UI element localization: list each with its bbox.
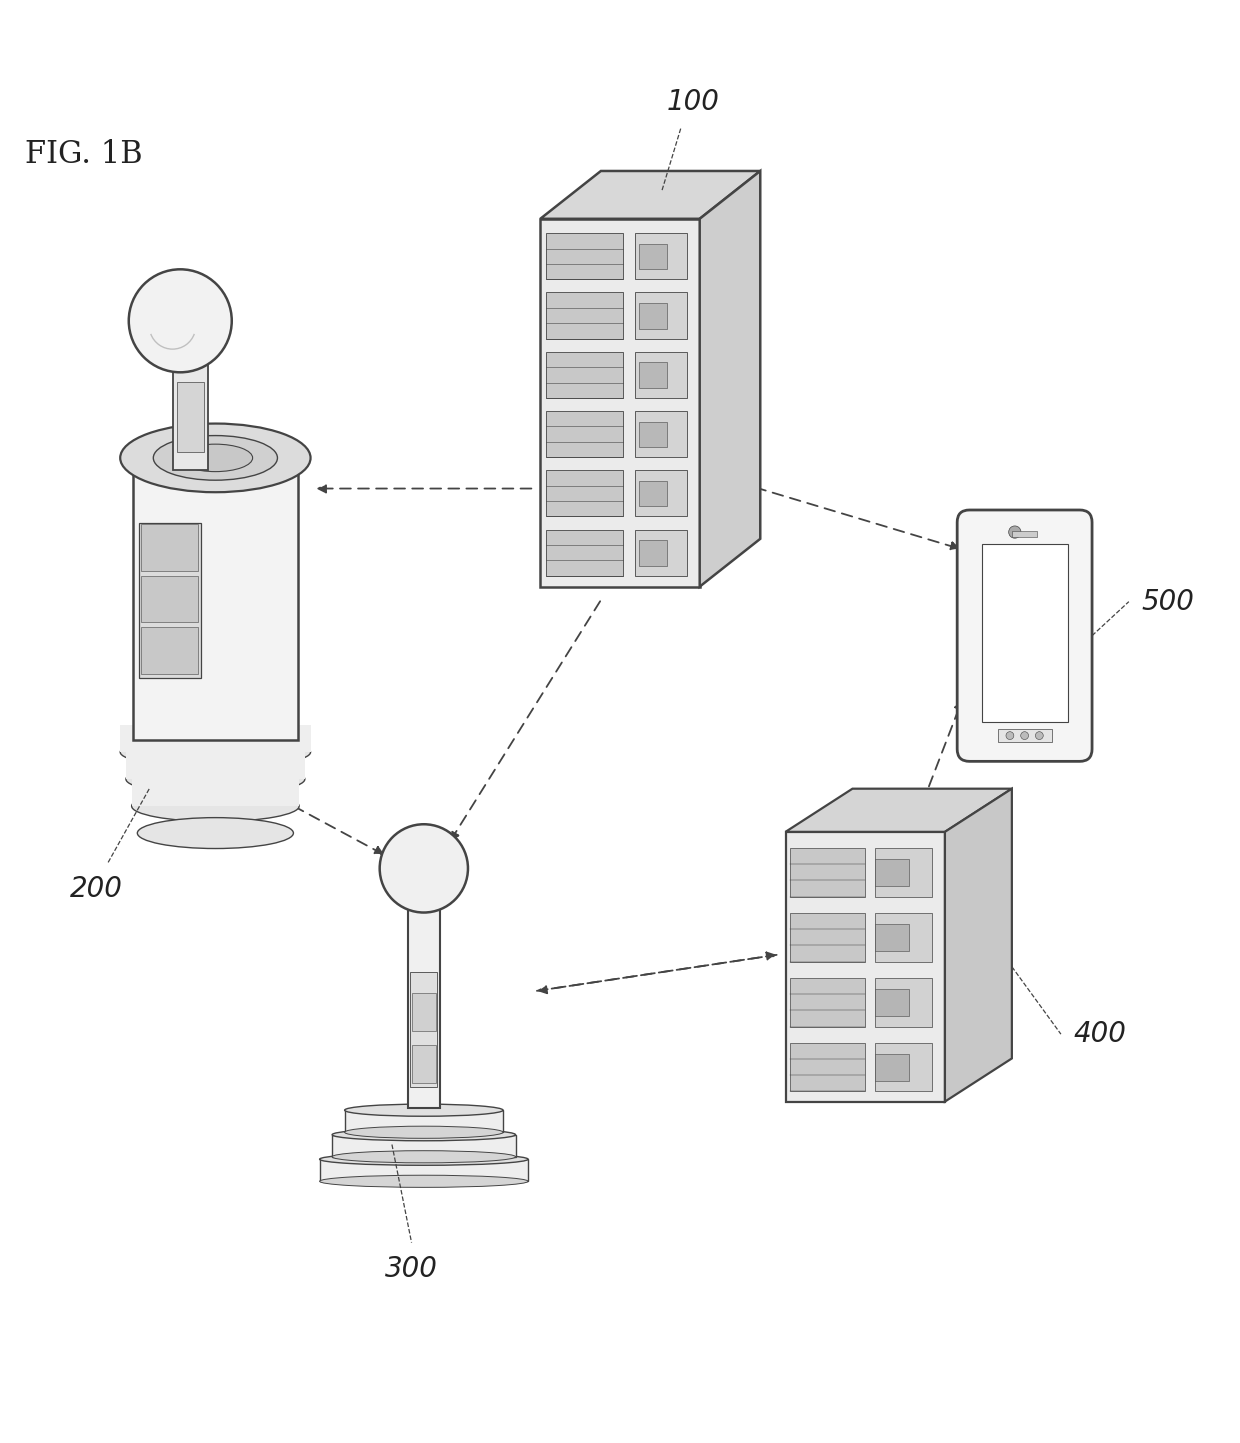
Bar: [120, 726, 310, 752]
Bar: [875, 913, 932, 961]
Polygon shape: [785, 789, 1012, 831]
Polygon shape: [541, 170, 760, 219]
Circle shape: [1008, 525, 1021, 538]
Polygon shape: [699, 170, 760, 587]
Bar: [635, 293, 687, 339]
Circle shape: [1035, 732, 1043, 739]
Bar: [131, 779, 299, 807]
Bar: [345, 1110, 503, 1133]
Bar: [639, 244, 667, 270]
Text: 200: 200: [69, 874, 123, 903]
Bar: [635, 411, 687, 457]
Bar: [790, 978, 866, 1026]
Ellipse shape: [345, 1126, 503, 1139]
Bar: [141, 576, 198, 622]
Bar: [547, 234, 624, 280]
Bar: [320, 1159, 528, 1182]
Bar: [635, 352, 687, 398]
Bar: [875, 924, 909, 951]
Circle shape: [129, 270, 232, 372]
Ellipse shape: [320, 1175, 528, 1188]
Text: 100: 100: [667, 88, 719, 115]
Ellipse shape: [332, 1128, 516, 1141]
Ellipse shape: [320, 1153, 528, 1166]
Bar: [639, 362, 667, 388]
Bar: [639, 540, 667, 566]
Bar: [639, 303, 667, 329]
Bar: [139, 522, 201, 678]
Bar: [635, 470, 687, 517]
Bar: [875, 988, 909, 1016]
Ellipse shape: [179, 444, 253, 472]
Bar: [875, 978, 932, 1026]
Bar: [547, 352, 624, 398]
Text: FIG. 1B: FIG. 1B: [25, 139, 143, 170]
Bar: [547, 411, 624, 457]
Ellipse shape: [332, 1150, 516, 1163]
Bar: [635, 530, 687, 576]
Bar: [547, 470, 624, 517]
Ellipse shape: [120, 424, 310, 492]
Bar: [174, 354, 208, 470]
Bar: [790, 848, 866, 896]
Bar: [875, 1043, 932, 1091]
Ellipse shape: [120, 737, 310, 768]
Bar: [1012, 531, 1037, 537]
Bar: [875, 1053, 909, 1081]
Ellipse shape: [126, 763, 305, 795]
Bar: [639, 481, 667, 506]
Bar: [410, 973, 438, 1087]
Bar: [982, 544, 1068, 722]
Polygon shape: [785, 831, 945, 1101]
FancyBboxPatch shape: [957, 509, 1092, 762]
Ellipse shape: [131, 791, 299, 821]
Bar: [332, 1134, 516, 1157]
Bar: [141, 628, 198, 674]
Ellipse shape: [154, 436, 278, 481]
Bar: [547, 530, 624, 576]
Bar: [126, 752, 305, 779]
Bar: [412, 993, 436, 1030]
Bar: [141, 524, 198, 571]
Circle shape: [1021, 732, 1028, 739]
Bar: [639, 421, 667, 447]
Bar: [547, 293, 624, 339]
Polygon shape: [945, 789, 1012, 1101]
Bar: [875, 859, 909, 886]
Bar: [790, 913, 866, 961]
Bar: [635, 234, 687, 280]
Bar: [177, 382, 205, 452]
Circle shape: [379, 824, 467, 912]
Bar: [412, 1045, 436, 1082]
Ellipse shape: [138, 818, 294, 848]
Bar: [875, 848, 932, 896]
Ellipse shape: [345, 1104, 503, 1117]
Text: 300: 300: [386, 1255, 438, 1283]
Bar: [790, 1043, 866, 1091]
Text: 400: 400: [1073, 1020, 1126, 1048]
Text: 500: 500: [1141, 587, 1194, 616]
Circle shape: [1006, 732, 1014, 739]
Polygon shape: [541, 219, 699, 587]
Bar: [998, 730, 1052, 742]
Bar: [133, 457, 298, 740]
Bar: [408, 899, 440, 1108]
